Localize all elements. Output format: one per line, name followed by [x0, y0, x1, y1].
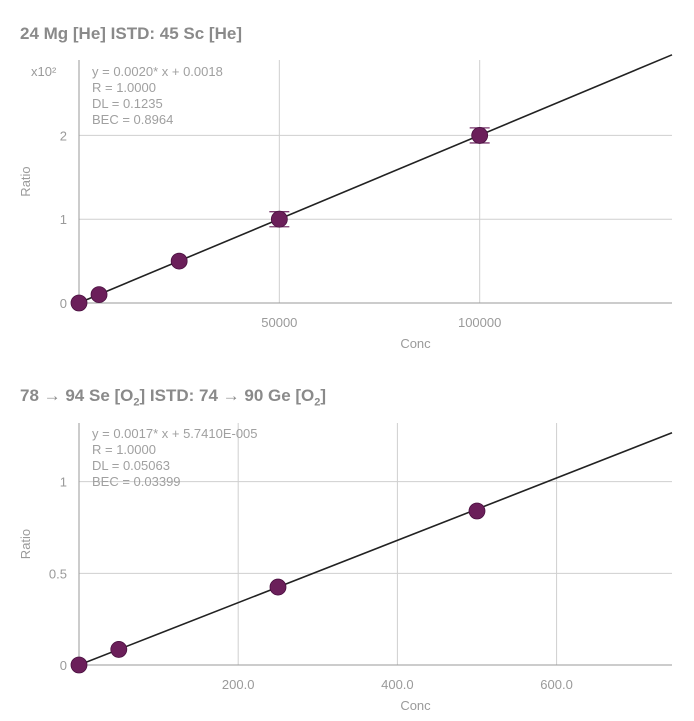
data-point: [70, 294, 88, 312]
fit-line: [78, 54, 673, 304]
fit-annotation: DL = 0.05063: [92, 458, 170, 473]
y-tick-label: 0: [60, 658, 67, 673]
y-tick-label: 2: [60, 128, 67, 143]
y-tick-label: 0: [60, 296, 67, 311]
x-axis-label: Conc: [400, 336, 431, 351]
fit-annotation: BEC = 0.8964: [92, 112, 173, 127]
y-multiplier: x10²: [31, 64, 57, 79]
x-tick-label: 600.0: [540, 677, 573, 692]
title-se-post: ]: [320, 386, 327, 405]
y-tick-label: 0.5: [49, 566, 67, 581]
data-point: [170, 252, 188, 270]
title-se-mid: ] ISTD: 74 → 90 Ge [O: [139, 386, 315, 405]
chart-1: 200.0 400.0 600.0 0 0.5 1 Ratio Conc y = 0.0017*…: [18, 423, 673, 713]
fit-annotation: y = 0.0020* x + 0.0018: [92, 64, 223, 79]
y-tick-label: 1: [60, 475, 67, 490]
x-tick-label: 100000: [458, 315, 501, 330]
fit-annotation: R = 1.0000: [92, 442, 156, 457]
data-point: [70, 656, 88, 674]
x-tick-label: 50000: [261, 315, 297, 330]
fit-annotation: y = 0.0017* x + 5.7410E-005: [92, 426, 258, 441]
title-se-sub2: 2: [314, 396, 321, 409]
x-tick-label: 200.0: [222, 677, 255, 692]
x-tick-label: 400.0: [381, 677, 414, 692]
fit-annotation: R = 1.0000: [92, 80, 156, 95]
y-tick-label: 1: [60, 212, 67, 227]
title-se-pre: 78 → 94 Se [O: [20, 386, 134, 405]
data-point: [468, 502, 486, 520]
chart-title-se: 78 → 94 Se [O2] ISTD: 74 → 90 Ge [O2]: [20, 386, 326, 408]
fit-annotation: BEC = 0.03399: [92, 474, 181, 489]
y-axis-label: Ratio: [18, 166, 33, 196]
data-point: [90, 286, 108, 304]
data-point: [110, 641, 128, 658]
y-axis-label: Ratio: [18, 529, 33, 559]
data-point: [269, 578, 287, 596]
data-point: [270, 210, 288, 228]
fit-line: [78, 432, 673, 666]
fit-annotation: DL = 0.1235: [92, 96, 163, 111]
chart-title-mg: 24 Mg [He] ISTD: 45 Sc [He]: [20, 24, 242, 43]
x-axis-label: Conc: [400, 698, 431, 713]
chart-0: 50000 100000 0 1 2 x10² Ratio Conc y = 0.0020* x…: [18, 54, 673, 351]
title-se-sub1: 2: [133, 396, 140, 409]
data-point: [471, 127, 489, 144]
